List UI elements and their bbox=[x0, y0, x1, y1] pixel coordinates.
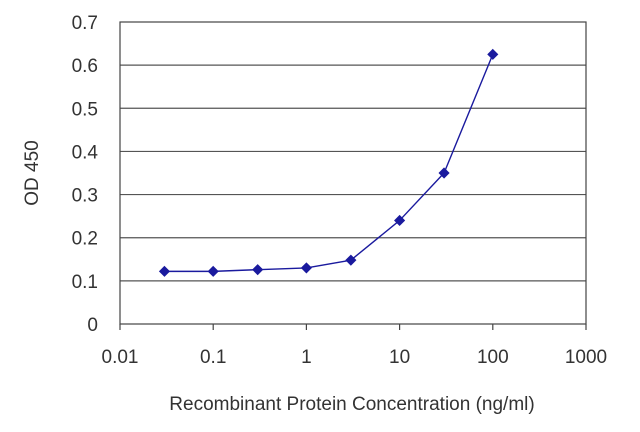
y-tick-label: 0.3 bbox=[72, 186, 98, 207]
y-tick-label: 0.7 bbox=[72, 13, 98, 34]
x-tick-label: 0.01 bbox=[102, 347, 139, 368]
data-point bbox=[207, 265, 219, 277]
x-tick-label: 0.1 bbox=[200, 347, 226, 368]
data-point bbox=[438, 167, 450, 179]
plot-area-frame bbox=[119, 21, 587, 325]
x-tick-label: 10 bbox=[389, 347, 410, 368]
y-axis-ticks: 0 0.1 0.2 0.3 0.4 0.5 0.6 0.7 bbox=[72, 13, 99, 336]
x-tick-label: 1 bbox=[301, 347, 312, 368]
y-axis-title: OD 450 bbox=[22, 140, 43, 205]
x-axis-title: Recombinant Protein Concentration (ng/ml… bbox=[169, 394, 534, 415]
data-point bbox=[300, 262, 312, 274]
x-axis-ticks: 0.01 0.1 1 10 100 1000 bbox=[102, 324, 607, 368]
y-tick-label: 0.2 bbox=[72, 229, 98, 250]
data-point bbox=[158, 265, 171, 277]
series-layer bbox=[158, 48, 499, 277]
gridlines bbox=[120, 64, 586, 282]
x-tick-label: 1000 bbox=[565, 347, 607, 368]
series-line bbox=[164, 54, 494, 273]
y-tick-label: 0.6 bbox=[72, 56, 98, 77]
y-tick-label: 0.5 bbox=[72, 99, 98, 120]
y-tick-label: 0 bbox=[87, 315, 98, 336]
y-tick-label: 0.4 bbox=[72, 142, 99, 163]
data-point bbox=[345, 254, 357, 266]
data-point bbox=[487, 48, 499, 60]
data-point bbox=[394, 214, 406, 227]
data-point bbox=[252, 264, 264, 276]
y-tick-label: 0.1 bbox=[72, 272, 98, 293]
x-tick-label: 100 bbox=[477, 347, 509, 368]
